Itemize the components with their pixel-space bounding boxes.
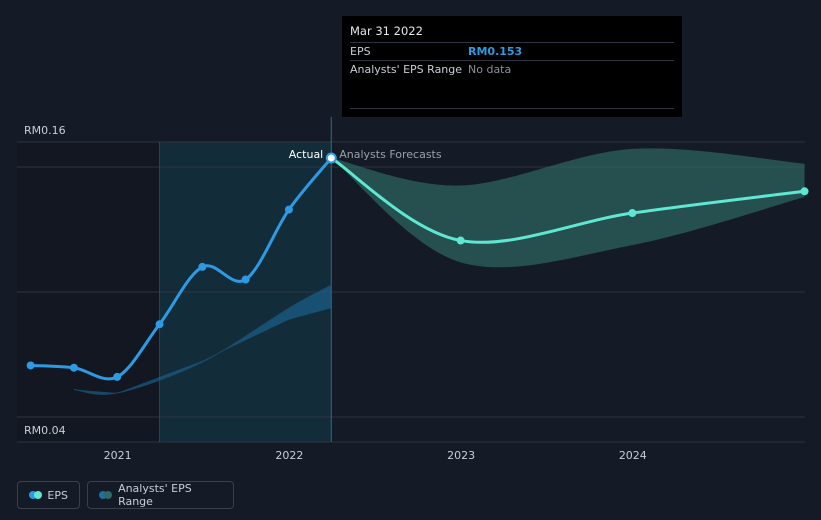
x-tick-2022: 2022: [275, 449, 303, 462]
tooltip-range-value: No data: [468, 63, 512, 76]
historical-range-edge: [73, 284, 332, 395]
legend-range-swatch: [99, 491, 112, 499]
tooltip-date: Mar 31 2022: [350, 24, 423, 38]
x-tick-2024: 2024: [619, 449, 647, 462]
legend-range-label: Analysts' EPS Range: [118, 482, 192, 508]
selected-point: [325, 152, 337, 164]
actual-eps-point-2: [113, 372, 122, 381]
x-tick-2021: 2021: [104, 449, 132, 462]
forecast-eps-line: [329, 156, 807, 244]
tooltip-row-range: Analysts' EPS Range No data: [350, 60, 674, 78]
tooltip: Mar 31 2022 EPS RM0.153 Analysts' EPS Ra…: [342, 16, 682, 117]
actual-label: Actual: [289, 148, 323, 161]
tooltip-range-label: Analysts' EPS Range: [350, 63, 463, 76]
y-axis-label-bottom: RM0.04: [24, 424, 66, 437]
forecast-range-band: [331, 148, 805, 268]
legend-eps-range[interactable]: Analysts' EPS Range: [87, 481, 234, 509]
actual-eps-point-3: [155, 320, 164, 329]
forecast-eps-point-2: [628, 209, 637, 218]
tooltip-divider: [350, 108, 674, 109]
x-tick-2023: 2023: [447, 449, 475, 462]
forecast-label: Analysts Forecasts: [339, 148, 442, 161]
actual-eps-point-1: [69, 363, 78, 372]
actual-eps-line: [29, 156, 333, 381]
tooltip-eps-value: RM0.153: [468, 45, 523, 58]
legend-eps-label: EPS: [47, 488, 68, 502]
actual-eps-point-4: [198, 262, 207, 271]
legend-eps-swatch: [29, 491, 42, 499]
y-axis-label-top: RM0.16: [24, 124, 66, 137]
actual-eps-point-6: [284, 205, 293, 214]
forecast-eps-point-1: [456, 236, 465, 245]
tooltip-row-eps: EPS RM0.153: [350, 42, 674, 60]
actual-eps-point-0: [26, 361, 35, 370]
actual-eps-point-5: [241, 275, 250, 284]
legend-eps[interactable]: EPS: [17, 481, 80, 509]
tooltip-eps-label: EPS: [350, 45, 371, 58]
forecast-eps-point-3: [800, 187, 809, 196]
